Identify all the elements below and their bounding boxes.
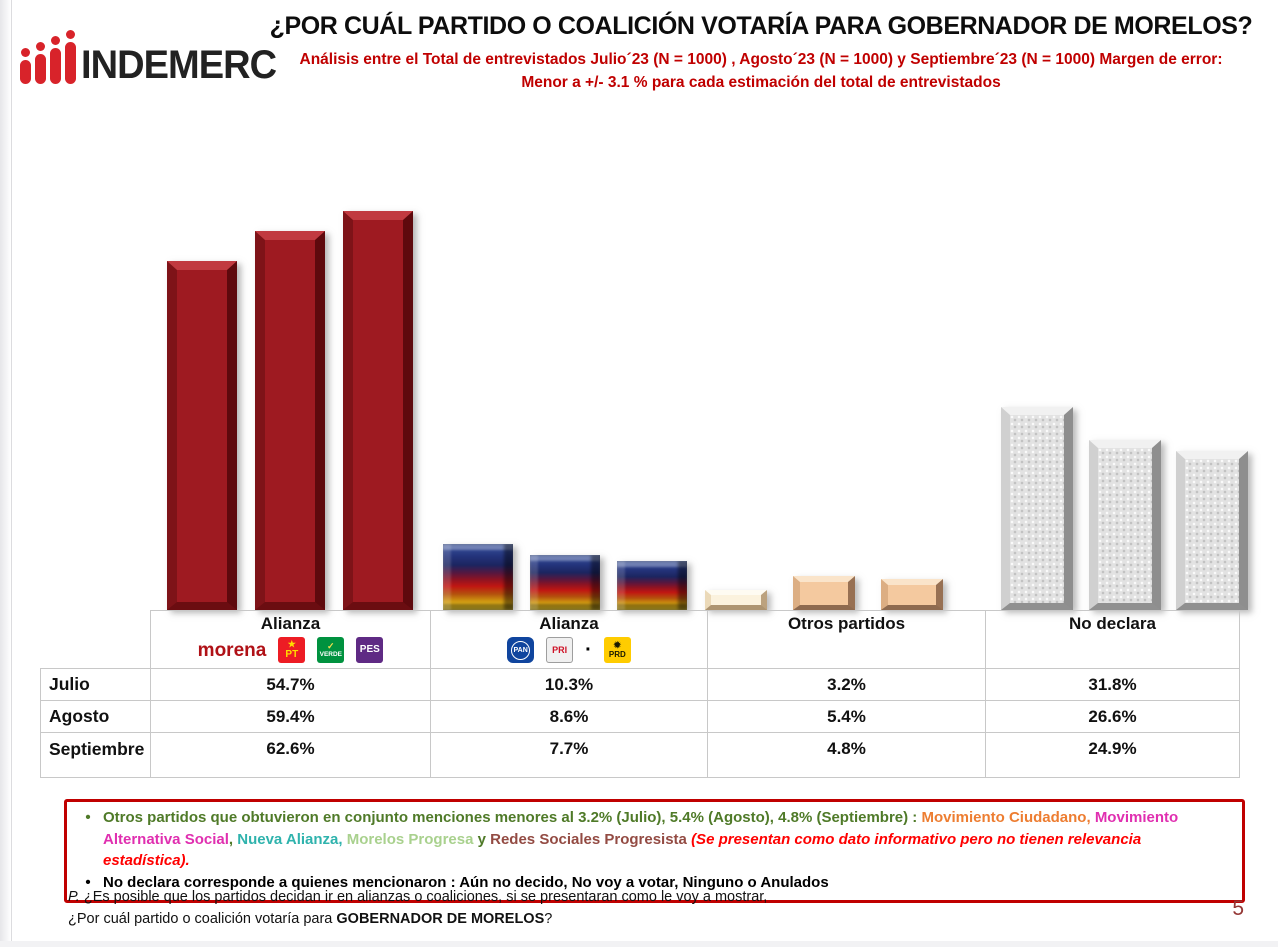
logo-bar-icon (35, 42, 46, 84)
text-segment: ¿Por cuál partido o coalición votaría pa… (68, 911, 337, 928)
bar-otros-partidos-agosto (793, 576, 855, 610)
group-header-cell: No declara (985, 610, 1240, 668)
party-logo-row: PAN PRI · ✹ PRD (507, 637, 631, 663)
value-cell: 5.4% (707, 700, 985, 732)
pt-logo-text: PT (285, 649, 299, 660)
bar-no-declara-septiembre (1176, 451, 1248, 610)
value-cell: 26.6% (985, 700, 1240, 732)
value-cell: 54.7% (150, 668, 430, 700)
row-label: Septiembre (40, 732, 150, 778)
morena-logo: morena (197, 639, 267, 661)
note-bullet-otros-partidos: • Otros partidos que obtuvieron en conju… (73, 807, 1228, 872)
group-header-cell: Alianza morena ★ PT ✓ VERDE PES (150, 610, 430, 668)
scan-left-edge (0, 0, 12, 947)
question-footnote: P. ¿Es posible que los partidos decidan … (68, 886, 767, 931)
group-header-cell: Otros partidos (707, 610, 985, 668)
table-corner-cell (40, 610, 150, 668)
group-header-cell: Alianza PAN PRI · ✹ PRD (430, 610, 707, 668)
value-cell: 62.6% (150, 732, 430, 778)
prd-logo-mark: ✹ (613, 640, 622, 650)
group-label: Alianza (260, 614, 321, 633)
prd-logo-text: PRD (608, 650, 626, 659)
bar-alianza-agosto (255, 231, 325, 610)
value-cell: 7.7% (430, 732, 707, 778)
group-label: Otros partidos (787, 614, 906, 633)
note-text: Otros partidos que obtuvieron en conjunt… (103, 807, 1228, 872)
notes-box: • Otros partidos que obtuvieron en conju… (64, 799, 1245, 904)
subtitle-line2: Menor a +/- 3.1 % para cada estimación d… (521, 74, 1001, 92)
value-cell: 4.8% (707, 732, 985, 778)
bar-alianza-agosto (530, 555, 600, 610)
text-segment: P. (68, 889, 84, 905)
bar-no-declara-julio (1001, 407, 1073, 610)
text-segment: (Se presentan como dato informativo pero… (103, 830, 1142, 870)
text-segment: Redes Sociales Progresista (490, 830, 692, 848)
logo-text: INDEMERC (81, 43, 277, 87)
verde-logo-mark: ✓ (327, 640, 335, 651)
scan-bottom-edge (0, 941, 1278, 947)
bar-alianza-septiembre (343, 211, 413, 610)
bar-alianza-septiembre (617, 561, 687, 610)
verde-logo-text: VERDE (319, 650, 343, 658)
pes-logo: PES (356, 637, 384, 663)
bar-otros-partidos-septiembre (881, 579, 943, 610)
subtitle-line1: Análisis entre el Total de entrevistados… (299, 51, 1223, 68)
prd-logo: ✹ PRD (603, 637, 631, 663)
pri-logo-text: PRI (552, 644, 568, 655)
text-segment: , (228, 830, 238, 848)
bar-chart (40, 150, 1248, 610)
bullet-marker: • (85, 873, 91, 891)
pt-logo-mark: ★ (287, 639, 296, 649)
group-label: No declara (1069, 614, 1156, 633)
logo-bar-icon (20, 48, 31, 84)
indemerc-logo: INDEMERC (20, 30, 286, 88)
pes-logo-text: PES (359, 644, 380, 655)
people-bars-icon (20, 30, 76, 88)
value-cell: 10.3% (430, 668, 707, 700)
logo-bar-icon (50, 36, 61, 84)
note-bullet-no-declara: • No declara corresponde a quienes menci… (73, 872, 1228, 894)
text-segment: Movimiento Alternativa Social (103, 809, 1179, 848)
text-segment: GOBERNADOR DE MORELOS (336, 911, 545, 928)
text-segment: No declara corresponde a quienes mencion… (103, 873, 829, 891)
text-segment: ? (544, 911, 553, 928)
pan-logo-text: PAN (511, 640, 531, 660)
page-title: ¿POR CUÁL PARTIDO O COALICIÓN VOTARÍA PA… (269, 12, 1253, 40)
pri-logo: PRI (546, 637, 574, 663)
text-segment: Morelos Progresa (346, 830, 478, 848)
note-text: No declara corresponde a quienes mencion… (103, 872, 829, 894)
text-segment: Otros partidos que obtuvieron en conjunt… (103, 809, 922, 826)
row-label: Agosto (40, 700, 150, 732)
text-segment: y (477, 830, 491, 848)
bar-alianza-julio (167, 261, 237, 610)
value-cell: 24.9% (985, 732, 1240, 778)
pt-logo: ★ PT (278, 637, 306, 663)
verde-logo: ✓ VERDE (317, 637, 345, 663)
bar-alianza-julio (443, 544, 513, 610)
party-logo-row: morena ★ PT ✓ VERDE PES (198, 637, 384, 663)
text-segment: ¿Es posible que los partidos decidan ir … (83, 889, 768, 905)
text-segment: Nueva Alianza, (237, 830, 347, 848)
footnote-line1: P. ¿Es posible que los partidos decidan … (68, 886, 767, 908)
bar-no-declara-agosto (1089, 440, 1161, 610)
results-table: Alianza morena ★ PT ✓ VERDE PES Alianza PAN PRI · ✹… (40, 610, 1240, 778)
page-number: 5 (1232, 897, 1244, 920)
value-cell: 59.4% (150, 700, 430, 732)
logo-separator-dot: · (585, 639, 592, 661)
row-label: Julio (40, 668, 150, 700)
logo-bar-icon (65, 30, 76, 84)
bar-otros-partidos-julio (705, 590, 767, 610)
pan-logo: PAN (507, 637, 535, 663)
value-cell: 31.8% (985, 668, 1240, 700)
value-cell: 3.2% (707, 668, 985, 700)
text-segment: Movimiento Ciudadano, (921, 809, 1095, 826)
group-label: Alianza (539, 614, 599, 633)
footnote-line2: ¿Por cuál partido o coalición votaría pa… (68, 908, 767, 930)
bullet-marker: • (85, 809, 91, 826)
header: ¿POR CUÁL PARTIDO O COALICIÓN VOTARÍA PA… (255, 12, 1267, 95)
value-cell: 8.6% (430, 700, 707, 732)
